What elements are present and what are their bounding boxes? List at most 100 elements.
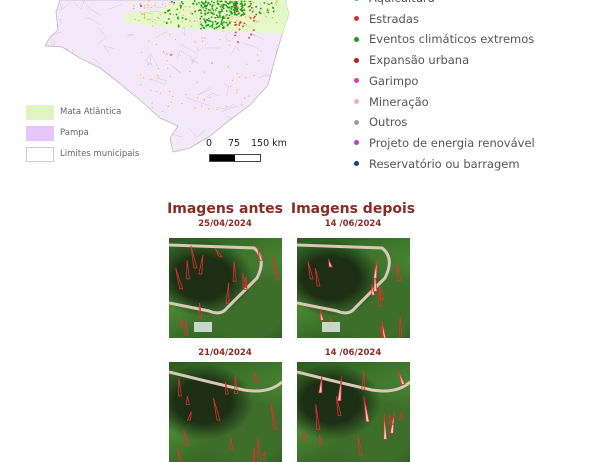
occurrence-point [228,22,231,25]
occurrence-point [167,10,170,13]
occurrence-point [255,13,258,16]
occurrence-point [234,13,236,16]
landslide-scar [380,325,385,338]
occurrence-point [177,24,180,27]
occurrence-point [147,0,150,3]
landslide-scar [183,430,189,446]
occurrence-point [243,0,246,3]
municipal-boundary [59,53,64,68]
occurrence-point [201,40,204,42]
occurrence-point [223,17,226,20]
occurrence-point [243,22,246,25]
occurrence-point [225,15,227,18]
satellite-image-before-1 [169,238,282,338]
landslide-scar [212,397,221,421]
occurrence-point [194,41,196,43]
municipal-boundary [149,53,158,67]
occurrence-point [207,2,210,5]
occurrence-point [142,77,144,79]
occurrence-point [203,99,206,101]
occurrence-point [164,11,167,14]
occurrence-point [256,54,259,56]
landslide-scar [253,371,260,384]
occurrence-point [167,105,169,107]
occurrence-point [232,2,235,5]
occurrence-point [259,7,262,10]
occurrence-point [201,1,203,4]
municipal-boundary [126,139,138,150]
occurrence-point [239,21,242,24]
occurrence-point [255,21,257,23]
occurrence-point [238,28,241,31]
occurrence-point [189,11,192,13]
occurrence-point [201,37,203,39]
occurrence-point [221,24,224,27]
occurrence-point [143,7,146,9]
occurrence-point [212,11,214,14]
landslide-scar [185,259,190,280]
occurrence-point [162,50,165,53]
after-date-2: 14 /06/2024 [324,348,382,358]
occurrence-point [184,18,187,21]
municipal-boundary [249,32,265,40]
occurrence-point [230,20,233,23]
occurrence-point [218,14,221,17]
municipal-boundary [26,27,44,37]
satellite-image-before-2 [169,362,282,462]
occurrence-point [226,17,229,20]
occurrence-point [204,1,207,4]
occurrence-point [213,13,215,16]
occurrence-point [151,102,153,104]
occurrence-point [236,89,238,91]
occurrence-point [257,20,260,23]
scale-tick-0: 0 [206,138,213,149]
occurrence-point [240,9,243,12]
municipal-boundary [81,0,101,16]
occurrence-point [248,15,251,17]
occurrence-point [252,19,255,22]
municipal-boundary [48,74,64,80]
legend-item-1: Estradas [354,10,419,28]
occurrence-point [141,13,143,15]
built-area [322,322,340,332]
occurrence-point [235,1,238,4]
occurrence-point [182,9,185,11]
landslide-scar [302,430,307,441]
occurrence-point [207,23,210,26]
occurrence-point [217,16,220,19]
occurrence-point [180,5,183,8]
legend-item-6: Outros [354,113,407,131]
legend-dot-icon [354,119,359,125]
occurrence-point [265,16,267,18]
occurrence-point [143,14,146,16]
occurrence-point [245,23,247,26]
before-date-1: 25/04/2024 [198,219,252,229]
occurrence-point [237,42,240,44]
occurrence-point [234,31,237,34]
municipal-boundary [189,57,199,64]
municipal-boundary [149,56,152,66]
occurrence-point [151,20,154,23]
occurrence-point [231,5,234,8]
legend-item-3: Expansão urbana [354,51,469,69]
occurrence-point [181,21,183,23]
occurrence-point [214,9,217,11]
occurrence-point [180,1,183,3]
occurrence-point [249,9,251,12]
occurrence-point [196,81,198,83]
municipal-boundary [93,76,101,85]
occurrence-point [229,10,231,12]
municipal-boundary [58,19,62,25]
occurrence-point [177,25,180,28]
occurrence-point [211,4,214,7]
landslide-scar [252,446,256,462]
occurrence-point [157,67,159,70]
occurrence-point [146,4,149,6]
occurrence-point [204,4,207,7]
legend-item-7: Projeto de energia renovável [354,134,535,152]
occurrence-point [221,10,223,13]
occurrence-point [166,52,168,54]
municipal-boundary [216,103,236,109]
occurrence-point [177,16,179,19]
landslide-scar [383,413,388,440]
